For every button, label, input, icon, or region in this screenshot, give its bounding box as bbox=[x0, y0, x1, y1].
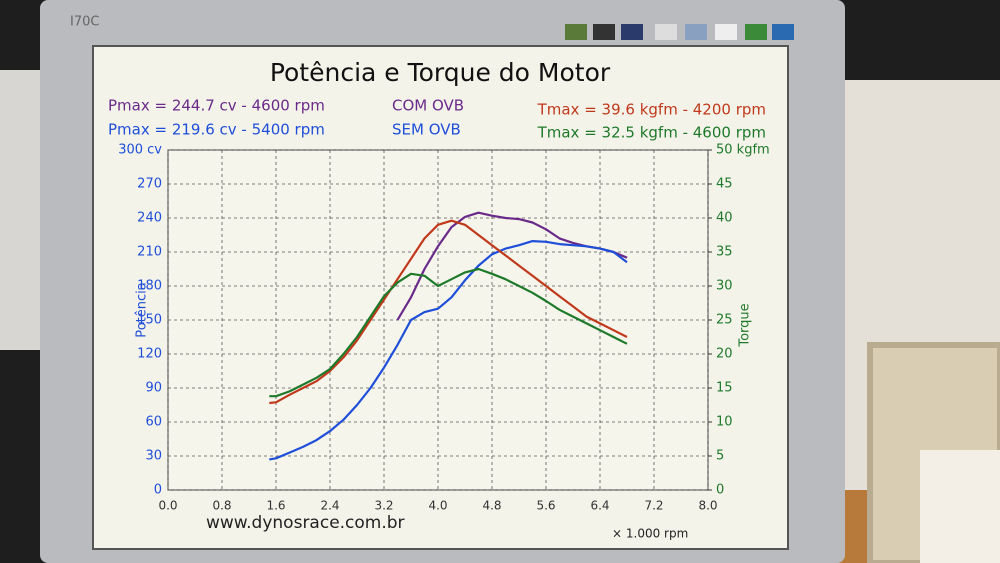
y2-tick-label: 50 kgfm bbox=[716, 143, 770, 158]
legend-entry: SEM OVB bbox=[392, 121, 461, 139]
x-tick-label: 7.2 bbox=[644, 499, 663, 513]
x-tick-label: 2.4 bbox=[320, 499, 339, 513]
series-line bbox=[269, 267, 628, 398]
y-tick-label: 150 bbox=[137, 313, 162, 328]
y2-tick-label: 5 bbox=[716, 449, 724, 464]
y-tick-label: 300 cv bbox=[118, 143, 162, 158]
x-tick-label: 4.8 bbox=[482, 499, 501, 513]
x-axis-label: × 1.000 rpm bbox=[612, 527, 688, 541]
y-tick-label: 30 bbox=[145, 449, 162, 464]
y-tick-label: 60 bbox=[145, 415, 162, 430]
y2-tick-label: 30 bbox=[716, 279, 733, 294]
y2-tick-label: 10 bbox=[716, 415, 733, 430]
annotation: Pmax = 244.7 cv - 4600 rpm bbox=[108, 97, 325, 115]
chart-title: Potência e Torque do Motor bbox=[270, 58, 611, 87]
y-tick-label: 0 bbox=[154, 483, 162, 498]
x-tick-label: 4.0 bbox=[428, 499, 447, 513]
picture bbox=[920, 450, 1000, 563]
y2-tick-label: 25 bbox=[716, 313, 733, 328]
x-tick-label: 0.8 bbox=[212, 499, 231, 513]
y2-tick-label: 45 bbox=[716, 177, 733, 192]
y-tick-label: 90 bbox=[145, 381, 162, 396]
y2-tick-label: 0 bbox=[716, 483, 724, 498]
y-tick-label: 270 bbox=[137, 177, 162, 192]
y-tick-label: 210 bbox=[137, 245, 162, 260]
y2-tick-label: 15 bbox=[716, 381, 733, 396]
footer: www.dynosrace.com.br bbox=[206, 513, 405, 533]
y-axis-label: Potência bbox=[135, 282, 150, 337]
monitor-model: I70C bbox=[70, 15, 99, 30]
x-tick-label: 1.6 bbox=[266, 499, 285, 513]
y2-tick-label: 40 bbox=[716, 211, 733, 226]
y-tick-label: 120 bbox=[137, 347, 162, 362]
y2-axis-label: Torque bbox=[738, 303, 753, 347]
x-tick-label: 5.6 bbox=[536, 499, 555, 513]
y-tick-label: 180 bbox=[137, 279, 162, 294]
series-line bbox=[269, 219, 628, 405]
annotation: Pmax = 219.6 cv - 5400 rpm bbox=[108, 121, 325, 139]
annotation: Tmax = 39.6 kgfm - 4200 rpm bbox=[537, 101, 766, 119]
x-tick-label: 6.4 bbox=[590, 499, 609, 513]
series-line bbox=[269, 240, 628, 461]
x-tick-label: 8.0 bbox=[698, 499, 717, 513]
badges bbox=[565, 24, 794, 40]
y-tick-label: 240 bbox=[137, 211, 162, 226]
y2-tick-label: 35 bbox=[716, 245, 733, 260]
legend-entry: COM OVB bbox=[392, 97, 464, 115]
annotation: Tmax = 32.5 kgfm - 4600 rpm bbox=[537, 124, 766, 142]
x-tick-label: 3.2 bbox=[374, 499, 393, 513]
plot: 0.0 0.8 1.6 2.4 3.2 4.0 4.8 5.6 6.4 7.2 8.00306090… bbox=[118, 143, 770, 513]
x-tick-label: 0.0 bbox=[158, 499, 177, 513]
y2-tick-label: 20 bbox=[716, 347, 733, 362]
